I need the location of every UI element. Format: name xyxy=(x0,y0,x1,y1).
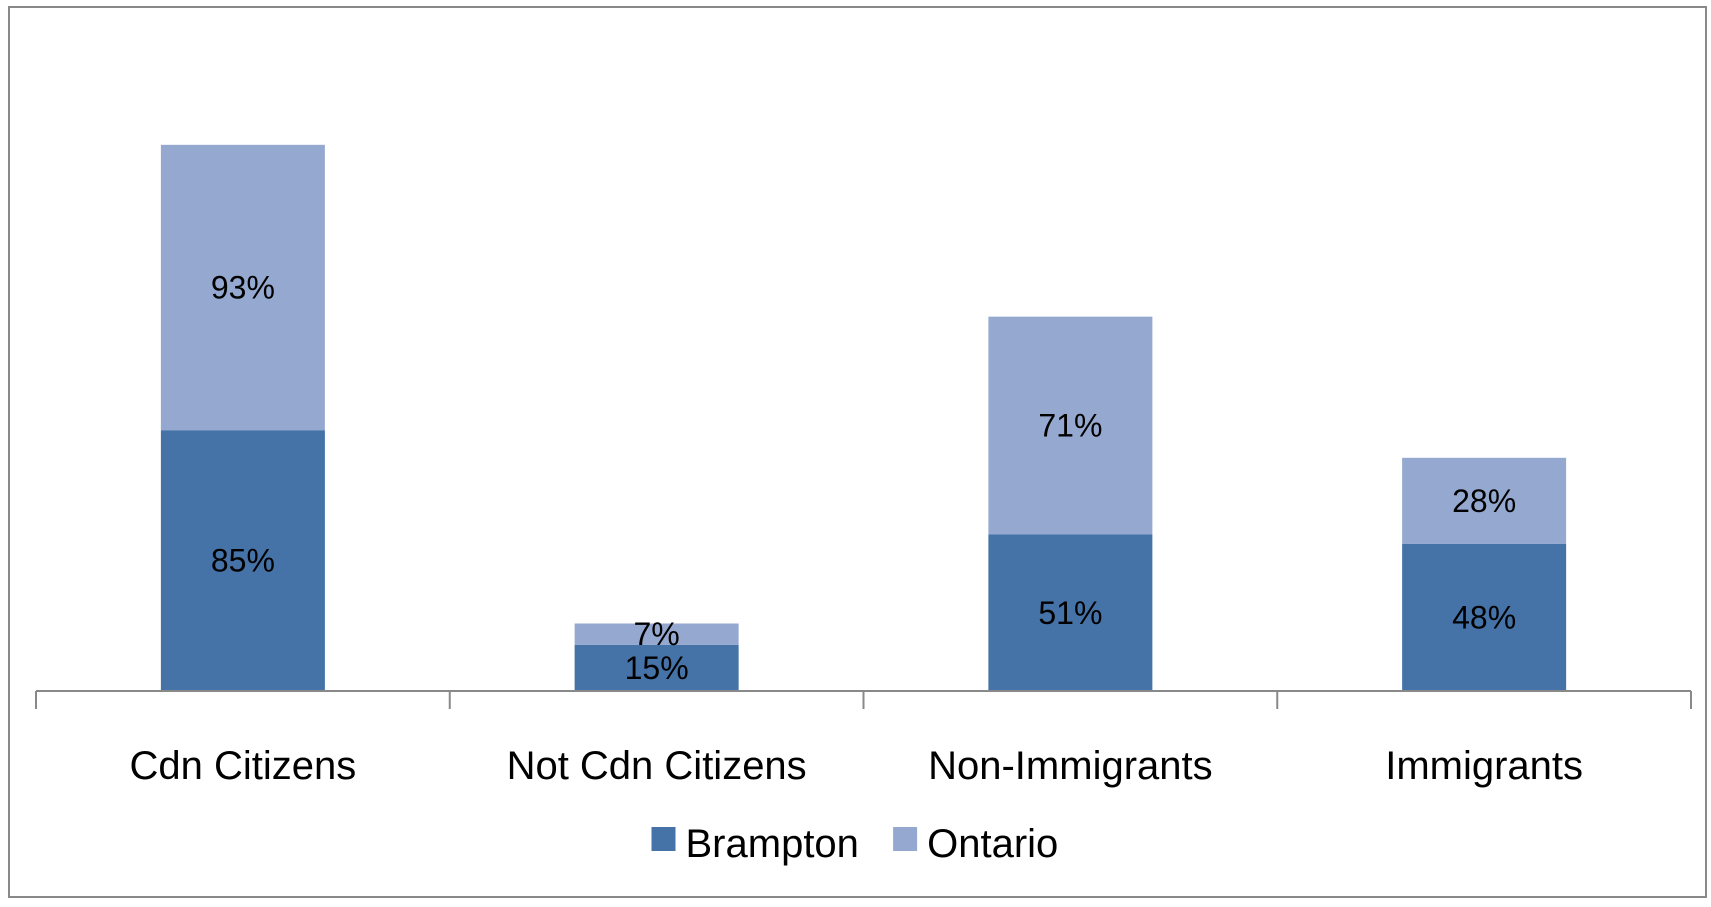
bars-layer xyxy=(160,144,1567,691)
bar-brampton-1 xyxy=(160,430,325,691)
x-tick-label-3: Non-Immigrants xyxy=(928,744,1213,788)
x-tick-label-4: Immigrants xyxy=(1385,744,1583,788)
data-label-ontario-4: 28% xyxy=(1452,483,1516,519)
bar-brampton-4 xyxy=(1402,543,1567,691)
bar-brampton-2 xyxy=(574,644,739,691)
bar-ontario-2 xyxy=(574,623,739,645)
legend: Brampton Ontario xyxy=(651,822,1058,866)
bar-ontario-3 xyxy=(988,316,1153,535)
bar-brampton-3 xyxy=(988,534,1153,691)
data-label-brampton-2: 15% xyxy=(625,650,689,686)
data-label-ontario-3: 71% xyxy=(1038,408,1102,444)
labels-layer: 85% 93% Cdn Citizens 15%7% Not Cdn Citizens 5… xyxy=(129,270,1583,789)
data-label-brampton-3: 51% xyxy=(1038,595,1102,631)
bar-ontario-4 xyxy=(1402,457,1567,544)
legend-label-brampton: Brampton xyxy=(686,822,859,866)
legend-label-ontario: Ontario xyxy=(927,822,1058,866)
x-axis xyxy=(35,690,1692,709)
legend-swatch-ontario xyxy=(893,827,918,851)
x-tick-label-1: Cdn Citizens xyxy=(129,744,356,788)
legend-swatch-brampton xyxy=(651,827,676,851)
data-label-brampton-1: 85% xyxy=(211,543,275,579)
data-label-brampton-4: 48% xyxy=(1452,599,1516,635)
data-label-ontario-1: 93% xyxy=(211,270,275,306)
x-tick-label-2: Not Cdn Citizens xyxy=(507,744,807,788)
data-label-ontario-2: 7% xyxy=(634,616,680,652)
bar-ontario-1 xyxy=(160,144,325,431)
